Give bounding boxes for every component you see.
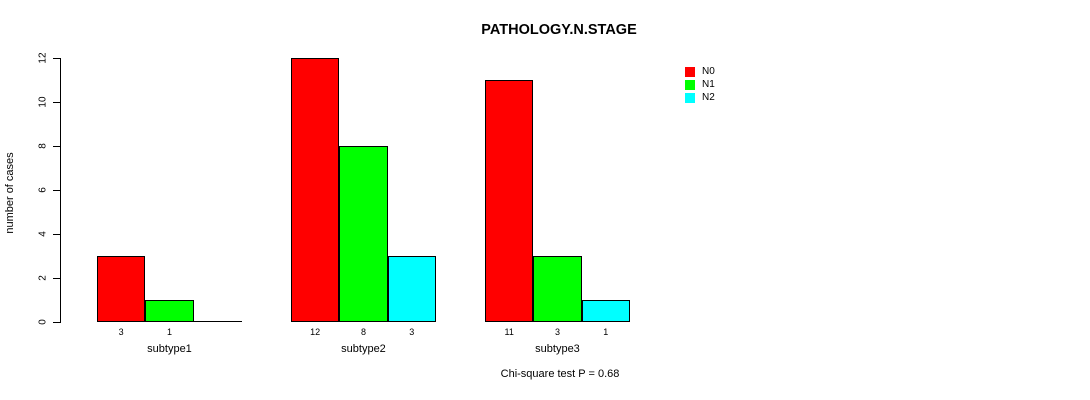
bar-value-label: 1 <box>166 327 172 337</box>
bar-value-label: 11 <box>504 327 514 337</box>
legend: N0 N1 N2 <box>685 65 715 104</box>
y-tick-label: 8 <box>37 143 49 149</box>
legend-swatch-n2 <box>685 92 695 103</box>
y-tick-label: 12 <box>37 52 49 64</box>
y-tick <box>53 278 60 279</box>
bar-subtype3-N0 <box>485 80 534 322</box>
bar-subtype2-N0 <box>291 58 340 322</box>
bar-subtype3-N1 <box>533 256 582 322</box>
y-tick-label: 6 <box>37 187 49 193</box>
bar-subtype2-N2 <box>387 256 436 322</box>
legend-label: N1 <box>702 79 715 90</box>
legend-swatch-n1 <box>685 79 695 90</box>
bar-subtype2-N1 <box>339 146 388 322</box>
bar-value-label: 8 <box>360 327 366 337</box>
legend-swatch-n0 <box>685 66 695 77</box>
y-tick <box>53 102 60 103</box>
category-label-subtype3: subtype3 <box>535 343 580 355</box>
y-tick <box>53 190 60 191</box>
bar-subtype3-N2 <box>581 300 630 322</box>
bar-subtype1-N0 <box>97 256 146 322</box>
chart-title: PATHOLOGY.N.STAGE <box>481 22 637 38</box>
legend-item: N0 <box>685 65 715 78</box>
y-tick-label: 2 <box>37 275 49 281</box>
bar-value-label: 3 <box>409 327 415 337</box>
y-tick <box>53 146 60 147</box>
chi-square-note: Chi-square test P = 0.68 <box>500 368 620 380</box>
bar-value-label: 3 <box>118 327 124 337</box>
legend-label: N2 <box>702 92 715 103</box>
category-label-subtype1: subtype1 <box>147 343 192 355</box>
y-tick-label: 10 <box>37 96 49 108</box>
bar-value-label: 3 <box>554 327 560 337</box>
legend-item: N2 <box>685 91 715 104</box>
y-tick <box>53 322 60 323</box>
bar-subtype1-N1 <box>145 300 194 322</box>
bar-value-label: 1 <box>603 327 609 337</box>
category-label-subtype2: subtype2 <box>341 343 386 355</box>
y-tick <box>53 58 60 59</box>
y-tick-label: 4 <box>37 231 49 237</box>
legend-item: N1 <box>685 78 715 91</box>
bar-value-label: 12 <box>310 327 321 337</box>
y-tick <box>53 234 60 235</box>
y-axis-line <box>60 58 61 323</box>
y-axis-label: number of cases <box>4 152 16 234</box>
y-tick-label: 0 <box>37 319 49 325</box>
bar-subtype1-N2 <box>193 321 242 322</box>
legend-label: N0 <box>702 66 715 77</box>
